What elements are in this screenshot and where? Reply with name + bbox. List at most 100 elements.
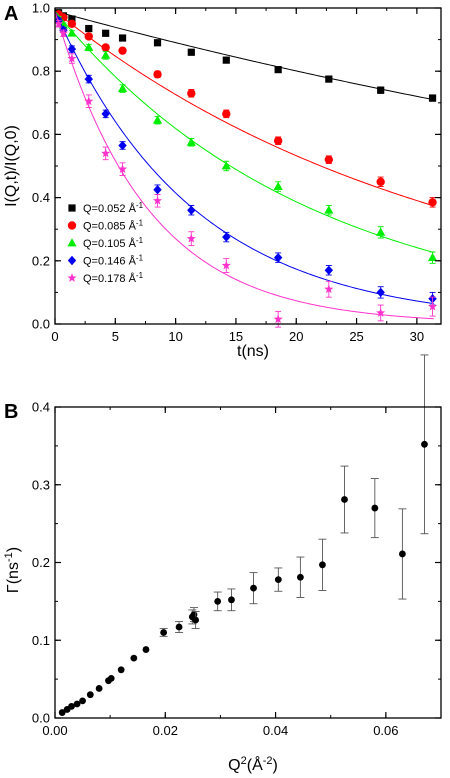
data-point-q0.105 — [117, 83, 128, 92]
panel-a-plot — [54, 9, 438, 328]
legend-marker — [67, 238, 77, 247]
data-point-q0.085 — [222, 109, 231, 119]
x-tick-label: 10 — [168, 329, 182, 344]
legend-label: Q=0.146 Å-1 — [83, 253, 144, 268]
panel-b-letter: B — [4, 401, 18, 423]
data-point-q0.105 — [221, 161, 231, 170]
data-point-q0.105 — [427, 252, 438, 262]
data-point-q0.178 — [67, 53, 77, 63]
panel-b: B 0.00 0.02 0.04 0.06 0.0 0.1 0.2 0.3 0.4 Q2(Å-2… — [3, 354, 442, 774]
data-point-q0.178 — [117, 164, 128, 174]
data-point-q0.178 — [101, 148, 111, 158]
x-tick-label: 0 — [51, 329, 58, 344]
data-point-q0.052 — [85, 24, 93, 33]
data-point-q0.178 — [152, 195, 163, 205]
panel-a: A 0 5 10 15 20 25 30 0.0 0.2 0.4 0.6 0.8 1.0 t(ns) I… — [3, 1, 442, 360]
data-point — [319, 561, 326, 569]
x-tick-label: 0.06 — [373, 723, 398, 738]
data-point-q0.105 — [84, 42, 94, 51]
data-point — [86, 691, 94, 699]
data-point — [130, 654, 138, 662]
data-point-q0.085 — [324, 155, 334, 164]
data-point-q0.052 — [153, 39, 162, 47]
legend-entry-q0.105: Q=0.105 Å-1 — [67, 236, 144, 251]
x-tick-label: 5 — [112, 329, 119, 344]
data-point — [142, 646, 150, 653]
panel-b-plot — [58, 354, 429, 716]
data-point — [73, 700, 81, 708]
fit-curve-q0.105 — [54, 10, 434, 253]
data-point-q0.052 — [274, 66, 282, 74]
data-point-q0.178 — [58, 28, 69, 38]
data-point-q0.105 — [101, 50, 111, 59]
x-tick-label: 0.02 — [153, 723, 178, 738]
x-tick-label: 25 — [349, 329, 363, 344]
data-point-q0.105 — [186, 137, 196, 146]
data-point-q0.052 — [187, 48, 195, 56]
data-point — [214, 597, 222, 605]
fit-curve-q0.146 — [54, 10, 434, 305]
legend-entry-q0.178: Q=0.178 Å-1 — [67, 271, 144, 286]
data-point — [79, 697, 86, 705]
data-point — [371, 504, 379, 512]
panel-b-x-axis-label: Q2(Å-2) — [228, 755, 278, 774]
data-point-q0.178 — [324, 284, 334, 294]
data-point-q0.105 — [273, 181, 283, 190]
data-point-q0.085 — [428, 198, 437, 207]
data-point — [107, 674, 115, 682]
data-point-q0.052 — [68, 15, 76, 23]
y-tick-label: 0.6 — [32, 127, 50, 142]
data-point-q0.146 — [324, 265, 334, 275]
data-point-q0.178 — [186, 233, 196, 243]
data-point-q0.085 — [153, 70, 162, 79]
legend-label: Q=0.178 Å-1 — [83, 271, 144, 286]
legend-entry-q0.052: Q=0.052 Å-1 — [68, 201, 144, 216]
legend-entry-q0.085: Q=0.085 Å-1 — [67, 218, 144, 233]
data-point-q0.052 — [377, 86, 385, 94]
panel-a-x-axis-label: t(ns) — [237, 343, 269, 360]
panel-b-y-axis-label: Γ(ns-1) — [3, 547, 22, 593]
data-point-q0.052 — [102, 29, 110, 37]
legend-entry-q0.146: Q=0.146 Å-1 — [67, 253, 144, 268]
legend-marker — [67, 221, 77, 230]
data-point — [58, 709, 66, 716]
data-point-q0.146 — [153, 185, 162, 195]
x-tick-label: 20 — [289, 329, 303, 344]
data-point-q0.178 — [427, 301, 438, 311]
data-point-q0.085 — [67, 19, 77, 28]
y-tick-label: 0.3 — [32, 477, 50, 492]
data-point-q0.178 — [84, 96, 94, 106]
y-tick-label: 0.4 — [32, 400, 50, 415]
legend-label: Q=0.105 Å-1 — [83, 236, 144, 251]
data-point-q0.146 — [118, 140, 127, 151]
data-point-q0.178 — [273, 314, 283, 324]
data-point — [228, 596, 235, 604]
data-point-q0.105 — [376, 227, 386, 236]
data-point-q0.052 — [118, 34, 127, 42]
data-point-q0.105 — [324, 205, 334, 214]
y-tick-label: 0.4 — [32, 190, 50, 205]
data-point-q0.085 — [187, 89, 196, 98]
data-point-q0.085 — [118, 46, 127, 55]
data-point-q0.178 — [54, 19, 64, 28]
data-point — [192, 616, 200, 624]
data-point-q0.105 — [67, 28, 77, 37]
panel-a-y-axis-label: I(Q,t)/I(Q,0) — [3, 125, 20, 207]
plot-frame — [54, 406, 442, 719]
x-tick-label: 30 — [410, 329, 424, 344]
legend-label: Q=0.052 Å-1 — [83, 201, 144, 216]
legend-marker — [67, 255, 77, 266]
panel-a-letter: A — [4, 3, 18, 25]
data-point-q0.105 — [152, 115, 163, 124]
x-tick-label: 15 — [229, 329, 243, 344]
y-tick-label: 1.0 — [32, 1, 50, 16]
data-point — [68, 702, 75, 710]
data-point — [160, 629, 168, 636]
panel-a-axes: 0 5 10 15 20 25 30 0.0 0.2 0.4 0.6 0.8 1.0 — [32, 1, 442, 344]
panel-b-axes: 0.00 0.02 0.04 0.06 0.0 0.1 0.2 0.3 0.4 — [32, 400, 442, 738]
data-point-q0.146 — [273, 252, 283, 263]
fit-curve-q0.178 — [54, 11, 434, 320]
data-point — [117, 666, 125, 674]
y-tick-label: 0.8 — [32, 64, 50, 79]
